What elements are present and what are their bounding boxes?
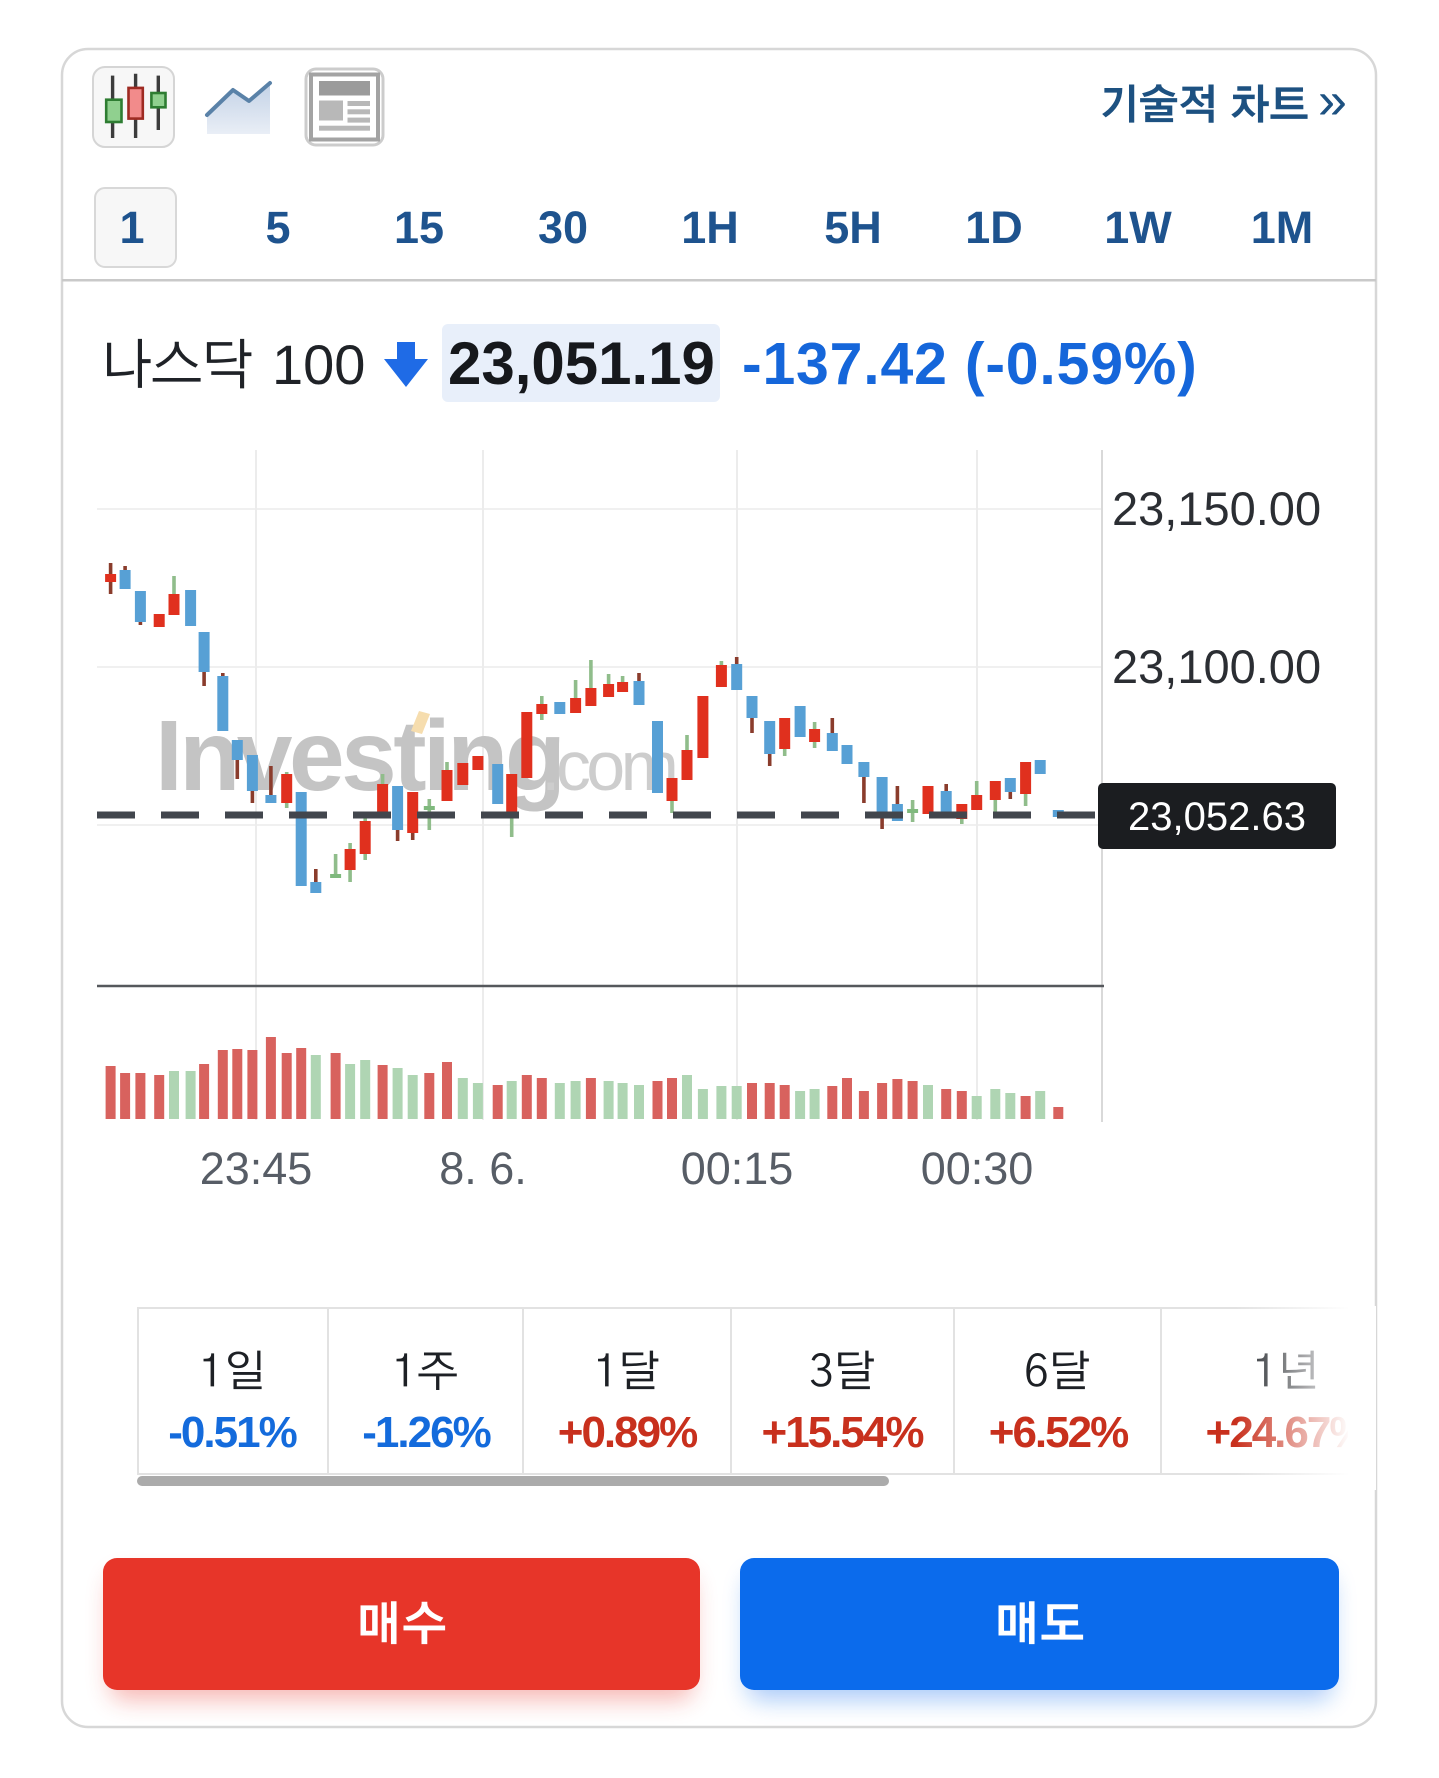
svg-text:15: 15 bbox=[394, 202, 444, 253]
svg-text:23,100.00: 23,100.00 bbox=[1112, 640, 1321, 693]
svg-text:00:30: 00:30 bbox=[921, 1143, 1034, 1194]
svg-text:-0.51%: -0.51% bbox=[168, 1408, 296, 1457]
svg-text:+6.52%: +6.52% bbox=[989, 1408, 1128, 1457]
svg-text:100: 100 bbox=[272, 333, 365, 396]
svg-text:1: 1 bbox=[119, 202, 144, 253]
svg-text:1M: 1M bbox=[1251, 202, 1314, 253]
svg-text:5H: 5H bbox=[824, 202, 882, 253]
svg-text:1D: 1D bbox=[965, 202, 1023, 253]
svg-text:30: 30 bbox=[538, 202, 588, 253]
svg-text:23,052.63: 23,052.63 bbox=[1128, 795, 1306, 839]
svg-text:23,051.19: 23,051.19 bbox=[448, 330, 715, 397]
svg-text:23:45: 23:45 bbox=[200, 1143, 313, 1194]
svg-text:1H: 1H bbox=[681, 202, 739, 253]
svg-text:-1.26%: -1.26% bbox=[362, 1408, 490, 1457]
svg-text:8. 6.: 8. 6. bbox=[439, 1143, 527, 1194]
svg-text:+0.89%: +0.89% bbox=[558, 1408, 697, 1457]
svg-text:5: 5 bbox=[265, 202, 290, 253]
svg-text:+15.54%: +15.54% bbox=[762, 1408, 924, 1457]
svg-text:»: » bbox=[1318, 72, 1347, 130]
svg-text:23,150.00: 23,150.00 bbox=[1112, 482, 1321, 535]
svg-text:1W: 1W bbox=[1104, 202, 1172, 253]
svg-text:-137.42 (-0.59%): -137.42 (-0.59%) bbox=[742, 331, 1198, 397]
svg-text:00:15: 00:15 bbox=[681, 1143, 794, 1194]
